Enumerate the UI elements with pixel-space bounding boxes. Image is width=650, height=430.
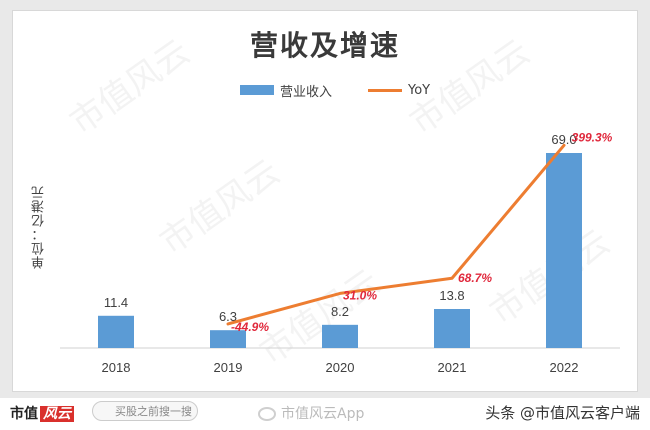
legend-line-swatch <box>368 88 403 92</box>
yoy-value-label: -44.9% <box>231 320 269 334</box>
x-tick-label: 2018 <box>102 360 131 375</box>
yoy-value-label: 31.0% <box>343 288 377 302</box>
x-tick-label: 2019 <box>214 360 243 375</box>
x-tick-label: 2021 <box>438 360 467 375</box>
yoy-value-label: 399.3% <box>572 130 613 144</box>
toutiao-attribution: 头条 @市值风云客户端 <box>485 404 640 422</box>
bar-value-label: 8.2 <box>331 304 349 319</box>
x-tick-label: 2022 <box>550 360 579 375</box>
bar-value-label: 6.3 <box>219 309 237 324</box>
weibo-icon <box>258 407 276 421</box>
search-box[interactable]: 买股之前搜一搜 <box>92 401 198 421</box>
bar-revenue <box>322 324 358 348</box>
yoy-line <box>226 143 566 326</box>
brand-logo: 市值 风云 <box>10 403 74 423</box>
legend: 营业收入 YoY <box>240 80 430 100</box>
bar-revenue <box>546 153 582 348</box>
weibo-watermark: 市值风云App <box>258 403 364 423</box>
bar-revenue <box>98 315 134 348</box>
weibo-text: 市值风云App <box>281 406 365 422</box>
bar-value-label: 13.8 <box>439 288 464 303</box>
bar-value-label: 69.0 <box>551 132 576 147</box>
legend-label-revenue: 营业收入 <box>280 84 333 100</box>
bar-revenue <box>210 330 246 348</box>
legend-bar-swatch <box>240 85 274 95</box>
x-tick-label: 2020 <box>326 360 355 375</box>
yoy-value-label: 68.7% <box>458 271 492 285</box>
chart-title: 营收及增速 <box>249 29 400 62</box>
chart-plot: 11.4 6.3 8.2 13.8 69.0 2018 2019 2020 2021 2022 -4… <box>60 130 620 375</box>
bar-value-label: 11.4 <box>104 295 128 310</box>
bar-revenue <box>434 309 470 348</box>
footer: 市值 风云 买股之前搜一搜 市值风云App 头条 @市值风云客户端 <box>0 398 650 430</box>
brand-text: 市值 <box>10 406 38 422</box>
legend-label-yoy: YoY <box>408 82 431 98</box>
brand-text-red: 风云 <box>40 406 74 422</box>
